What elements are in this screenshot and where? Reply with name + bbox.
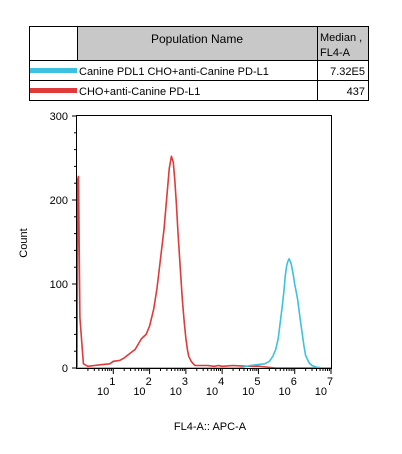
x-tick-label-base: 10 <box>315 386 327 398</box>
legend-row-1-median: 7.32E5 <box>330 66 365 78</box>
legend-swatch-red <box>30 88 77 93</box>
legend-swatch-cyan <box>30 68 77 73</box>
legend-corner-cell <box>29 26 78 61</box>
x-tick-label-exponent: 3 <box>182 376 188 388</box>
legend-table: Population Name Median , FL4-A Canine PD… <box>29 26 369 101</box>
legend-row-2-name: CHO+anti-Canine PD-L1 <box>79 86 200 98</box>
series-line-2 <box>77 257 331 369</box>
median-header: Median , FL4-A <box>320 32 365 59</box>
population-header-cell <box>77 26 318 61</box>
x-tick-label-exponent: 1 <box>109 376 115 388</box>
series-layer <box>76 155 331 369</box>
x-axis-label: FL4-A:: APC-A <box>174 421 247 433</box>
x-tick-label-base: 10 <box>242 386 254 398</box>
median-header-line-1: Median , <box>320 32 362 44</box>
y-axis-ticks: 0 100 200 300 <box>50 111 77 375</box>
population-header: Population Name <box>151 32 243 46</box>
x-tick-label-base: 10 <box>133 386 145 398</box>
y-tick-label: 100 <box>50 279 68 291</box>
y-tick-label: 300 <box>50 111 68 123</box>
x-tick-label-exponent: 7 <box>327 376 333 388</box>
y-tick-label: 200 <box>50 195 68 207</box>
series-line-1 <box>76 155 331 369</box>
legend-row-2 <box>29 80 369 101</box>
x-tick-label-base: 10 <box>278 386 290 398</box>
x-tick-label-exponent: 6 <box>291 376 297 388</box>
median-header-cell <box>317 26 369 61</box>
x-tick-label-base: 10 <box>206 386 218 398</box>
median-header-line-2: FL4-A <box>320 47 351 59</box>
x-tick-label-base: 10 <box>97 386 109 398</box>
x-tick-label-exponent: 5 <box>254 376 260 388</box>
x-tick-label-exponent: 4 <box>218 376 224 388</box>
plot-frame <box>76 115 332 369</box>
legend-row-1-name: Canine PDL1 CHO+anti-Canine PD-L1 <box>79 66 269 78</box>
x-tick-label-base: 10 <box>170 386 182 398</box>
y-tick-label: 0 <box>62 363 68 375</box>
y-axis-label: Count <box>18 228 30 257</box>
x-tick-label-exponent: 2 <box>146 376 152 388</box>
legend-row-2-median: 437 <box>347 86 365 98</box>
